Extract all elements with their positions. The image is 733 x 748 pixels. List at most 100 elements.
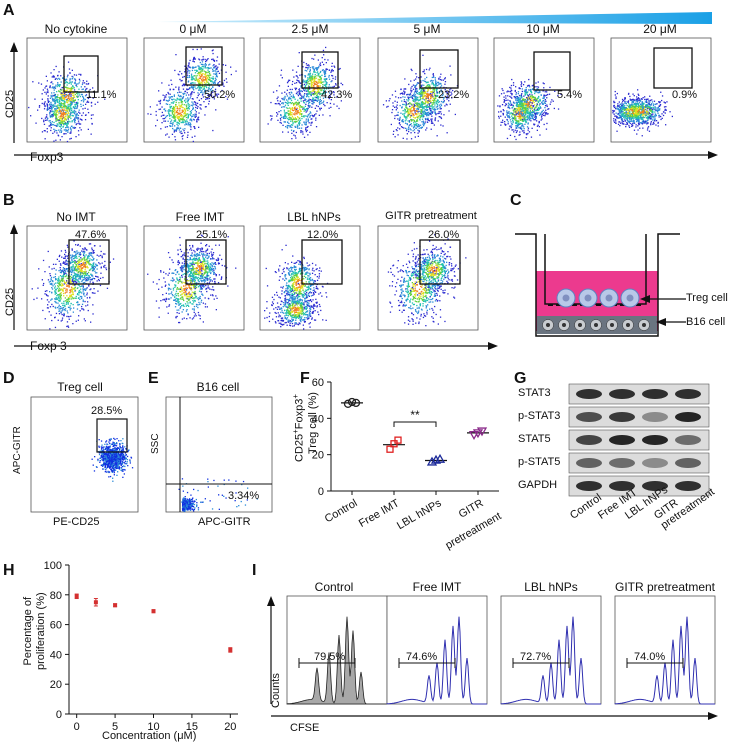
flow-dot (320, 78, 322, 80)
flow-dot (432, 75, 435, 77)
flow-dot (523, 120, 525, 122)
flow-dot (309, 67, 312, 69)
flow-dot (425, 80, 427, 83)
flow-dot (621, 113, 623, 115)
flow-dot (61, 89, 63, 91)
flow-dot (159, 101, 161, 103)
flow-dot (420, 104, 422, 107)
flow-dot (449, 103, 451, 105)
flow-dot (433, 76, 435, 78)
flow-dot (557, 108, 560, 110)
flow-dot (215, 109, 217, 111)
flow-dot (307, 93, 309, 95)
flow-dot (317, 74, 320, 76)
flow-dot (417, 108, 419, 110)
flow-dot (417, 115, 419, 117)
flow-dot (204, 73, 207, 75)
flow-dot (195, 106, 197, 109)
flow-dot (46, 128, 48, 130)
flow-dot (271, 118, 273, 120)
flow-dot (330, 93, 332, 95)
flow-dot (320, 79, 322, 81)
flow-dot (287, 121, 289, 124)
flow-dot (292, 69, 294, 71)
flow-dot (401, 106, 403, 108)
flow-dot (313, 69, 315, 71)
flow-dot (168, 136, 170, 138)
flow-dot (396, 114, 399, 116)
flow-dot (433, 100, 435, 102)
flow-dot (62, 90, 64, 92)
flow-dot (65, 96, 67, 99)
flow-dot (73, 100, 75, 103)
flow-dot (549, 103, 551, 105)
flow-dot (635, 115, 637, 117)
flow-dot (311, 102, 313, 105)
flow-dot (185, 110, 187, 112)
flow-dot (424, 91, 426, 93)
flow-dot (636, 108, 639, 110)
flow-dot (69, 132, 71, 134)
flow-dot (213, 70, 215, 72)
flow-dot (163, 108, 165, 110)
flow-dot (74, 99, 76, 101)
flow-dot (59, 84, 61, 86)
flow-dot (446, 97, 448, 99)
flow-dot (664, 112, 666, 114)
flow-dot (206, 98, 208, 100)
flow-dot (529, 105, 531, 108)
flow-dot (335, 83, 337, 85)
flow-dot (515, 122, 518, 124)
flow-dot (54, 129, 56, 131)
flow-dot (392, 105, 394, 107)
flow-dot (434, 77, 436, 79)
flow-dot (63, 117, 65, 119)
flow-dot (312, 115, 314, 117)
flow-dot (426, 84, 428, 87)
flow-dot (316, 100, 318, 102)
flow-dot (412, 109, 414, 111)
flow-dot (54, 102, 57, 104)
flow-dot (628, 125, 630, 127)
flow-dot (40, 83, 43, 85)
flow-dot (406, 94, 408, 96)
flow-dot (292, 94, 294, 96)
flow-dot (428, 69, 430, 71)
flow-dot (175, 86, 177, 88)
flow-dot (334, 76, 337, 78)
flow-dot (197, 65, 199, 67)
flow-dot (520, 107, 522, 109)
flow-dot (69, 80, 71, 82)
flow-dot (294, 135, 296, 137)
flow-dot (180, 99, 183, 101)
flow-dot (549, 86, 551, 89)
flow-dot (536, 129, 538, 131)
flow-dot (291, 109, 294, 111)
flow-dot (531, 106, 533, 109)
flow-dot (186, 119, 188, 121)
flow-dot (330, 99, 332, 101)
flow-dot (57, 99, 59, 101)
flow-dot (191, 82, 193, 84)
flow-dot (632, 115, 634, 117)
flow-dot (509, 119, 512, 121)
flow-dot (421, 97, 424, 100)
flow-dot (50, 101, 52, 104)
flow-dot (76, 106, 78, 108)
flow-dot (533, 109, 536, 111)
flow-dot (430, 128, 432, 130)
flow-dot (50, 81, 52, 84)
flow-dot (652, 106, 654, 108)
flow-dot (637, 117, 639, 120)
flow-dot (416, 116, 418, 118)
flow-dot (47, 101, 50, 103)
flow-dot (430, 118, 432, 120)
flow-dot (64, 98, 66, 100)
flow-dot (528, 97, 531, 99)
flow-dot (301, 115, 303, 117)
flow-dot (182, 117, 184, 120)
flow-dot (518, 108, 520, 110)
flow-dot (185, 113, 187, 115)
flow-dot (294, 125, 296, 128)
flow-dot (184, 65, 186, 67)
